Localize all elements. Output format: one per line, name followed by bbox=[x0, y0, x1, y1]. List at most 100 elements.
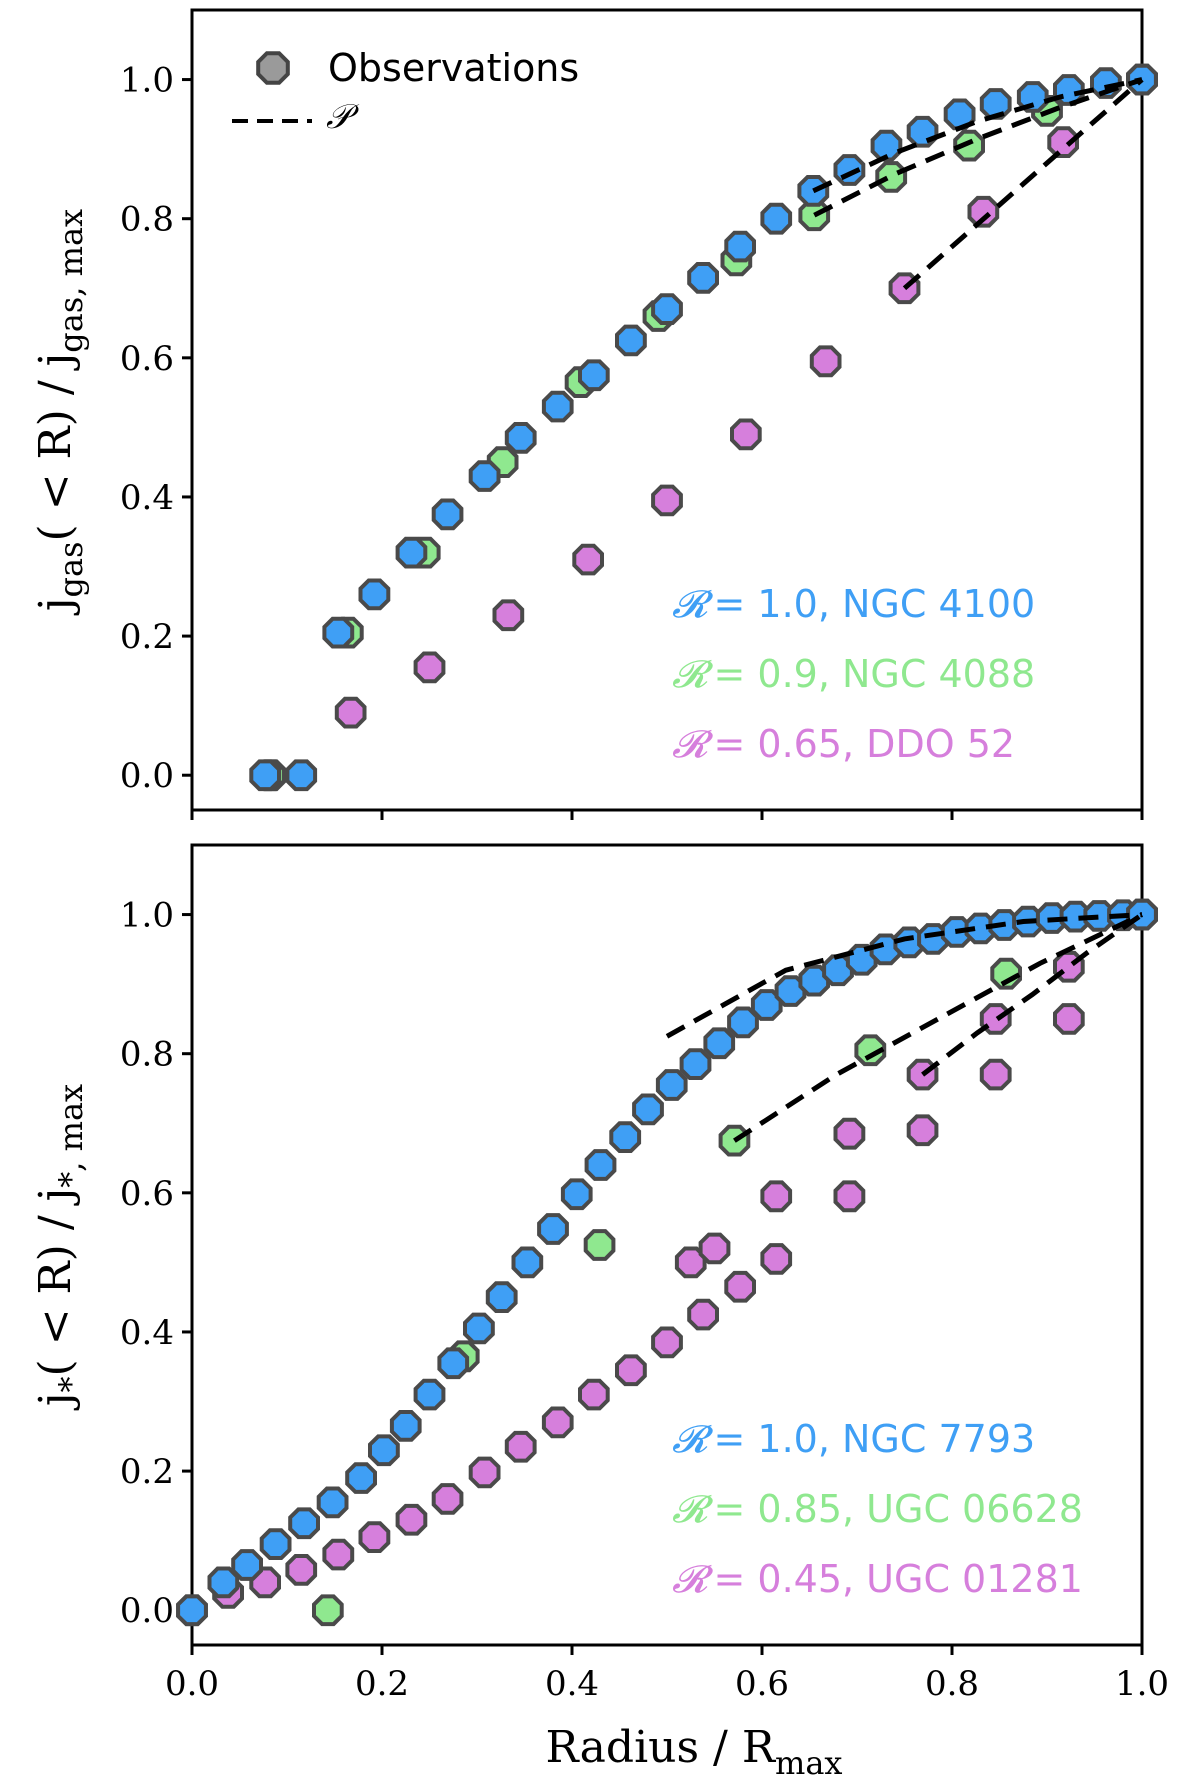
bottom-x-tick-label: 1.0 bbox=[1115, 1664, 1169, 1704]
top-point-ngc-4100 bbox=[322, 616, 355, 649]
bottom-fit-ugc-06628 bbox=[733, 912, 1144, 1143]
top-axis-ticks: 0.0 0.2 0.4 0.6 0.8 1.0 bbox=[120, 61, 1144, 820]
top-point-ddo-52 bbox=[730, 418, 762, 451]
bottom-point-ngc-7793 bbox=[231, 1549, 263, 1581]
top-point-ddo-52 bbox=[334, 696, 367, 729]
bottom-point-ugc-01281 bbox=[358, 1521, 391, 1553]
top-y-tick-label: 1.0 bbox=[120, 61, 174, 101]
bottom-point-ugc-06628 bbox=[583, 1229, 616, 1261]
top-point-ngc-4100 bbox=[651, 293, 683, 325]
top-point-ddo-52 bbox=[572, 543, 604, 576]
bottom-fit-lines bbox=[665, 912, 1144, 1143]
top-y-tick-label: 0.4 bbox=[120, 478, 174, 518]
bottom-annotations: 𝓡 = 1.0, NGC 7793 𝓡 = 0.85, UGC 06628 𝓡 = 0… bbox=[672, 1417, 1083, 1601]
top-point-ngc-4100 bbox=[615, 324, 647, 357]
bottom-point-ugc-01281 bbox=[615, 1354, 647, 1387]
bottom-point-ugc-01281 bbox=[504, 1430, 537, 1463]
bottom-point-ngc-7793 bbox=[511, 1246, 544, 1279]
top-y-tick-label: 0.8 bbox=[120, 200, 174, 240]
bottom-annotation-1: 𝓡 = 1.0, NGC 7793 bbox=[672, 1417, 1035, 1461]
bottom-fit-ugc-01281 bbox=[921, 912, 1144, 1077]
bottom-point-ugc-01281 bbox=[833, 1117, 866, 1150]
bottom-axis-ticks: 0.0 0.2 0.4 0.6 0.8 1.0 0.0 0.2 0.4 0.6 0.8 1.0 bbox=[120, 896, 1169, 1704]
top-point-ngc-4100 bbox=[249, 759, 281, 792]
bottom-point-ugc-01281 bbox=[431, 1483, 464, 1515]
bottom-point-ugc-01281 bbox=[578, 1378, 610, 1411]
bottom-point-ugc-01281 bbox=[698, 1232, 731, 1265]
bottom-y-tick-label: 0.0 bbox=[120, 1591, 174, 1631]
bottom-x-tick-label: 0.8 bbox=[925, 1664, 979, 1704]
top-y-tick-label: 0.2 bbox=[120, 617, 174, 657]
top-panel: 0.0 0.2 0.4 0.6 0.8 1.0 Observations 𝒫 𝓡 = 1.0… bbox=[30, 8, 1158, 820]
bottom-point-ugc-01281 bbox=[724, 1270, 756, 1303]
top-fit-ngc-4100 bbox=[812, 77, 1143, 194]
top-point-ngc-4100 bbox=[687, 262, 719, 294]
top-point-ngc-4100 bbox=[1126, 63, 1158, 96]
legend-p-label: 𝒫 bbox=[326, 97, 360, 137]
bottom-point-ngc-7793 bbox=[537, 1213, 569, 1245]
bottom-point-ugc-01281 bbox=[979, 1058, 1012, 1091]
top-point-ngc-4100 bbox=[431, 498, 464, 531]
top-point-ddo-52 bbox=[413, 651, 446, 684]
bottom-point-ngc-7793 bbox=[389, 1410, 422, 1442]
bottom-point-ugc-01281 bbox=[760, 1243, 793, 1275]
top-point-ngc-4100 bbox=[504, 422, 537, 454]
bottom-point-ugc-01281 bbox=[1053, 1003, 1085, 1035]
bottom-y-tick-label: 0.6 bbox=[120, 1174, 174, 1214]
bottom-point-ngc-7793 bbox=[609, 1121, 642, 1153]
top-point-ddo-52 bbox=[651, 484, 683, 517]
bottom-x-tick-label: 0.6 bbox=[735, 1664, 789, 1704]
legend-observations-marker bbox=[256, 51, 290, 85]
top-point-ngc-4100 bbox=[906, 115, 939, 148]
bottom-point-ngc-7793 bbox=[632, 1093, 664, 1126]
bottom-point-ugc-01281 bbox=[468, 1456, 501, 1489]
top-point-ddo-52 bbox=[967, 195, 1000, 228]
top-point-ddo-52 bbox=[492, 599, 525, 632]
bottom-point-ngc-7793 bbox=[584, 1149, 617, 1181]
bottom-point-ngc-7793 bbox=[560, 1178, 593, 1211]
bottom-x-tick-label: 0.2 bbox=[355, 1664, 409, 1704]
top-point-ngc-4100 bbox=[870, 129, 903, 162]
bottom-x-tick-label: 0.4 bbox=[545, 1664, 599, 1704]
top-point-ngc-4100 bbox=[578, 359, 610, 392]
top-point-ngc-4100 bbox=[468, 460, 501, 492]
legend-observations-label: Observations bbox=[328, 46, 579, 90]
top-fit-lines bbox=[812, 77, 1144, 291]
bottom-point-ngc-7793 bbox=[176, 1594, 208, 1627]
top-point-ngc-4088 bbox=[953, 129, 985, 162]
bottom-x-tick-label: 0.0 bbox=[165, 1664, 219, 1704]
bottom-point-ngc-7793 bbox=[288, 1507, 320, 1540]
bottom-annotation-2: 𝓡 = 0.85, UGC 06628 bbox=[672, 1487, 1083, 1531]
bottom-annotation-3: 𝓡 = 0.45, UGC 01281 bbox=[672, 1557, 1083, 1601]
legend: Observations 𝒫 bbox=[232, 46, 579, 137]
top-annotation-2: 𝓡 = 0.9, NGC 4088 bbox=[672, 652, 1035, 696]
bottom-point-ngc-7793 bbox=[703, 1027, 736, 1060]
bottom-point-ngc-7793 bbox=[316, 1486, 349, 1519]
bottom-point-ngc-7793 bbox=[485, 1281, 518, 1313]
bottom-point-ngc-7793 bbox=[679, 1048, 712, 1080]
bottom-point-ngc-7793 bbox=[463, 1312, 495, 1345]
bottom-point-ugc-01281 bbox=[651, 1326, 683, 1359]
bottom-point-ugc-01281 bbox=[833, 1180, 866, 1213]
x-axis-label: Radius / Rmax bbox=[546, 1722, 843, 1782]
top-point-ngc-4088 bbox=[875, 161, 908, 193]
bottom-point-ugc-01281 bbox=[687, 1298, 719, 1331]
top-annotation-1: 𝓡 = 1.0, NGC 4100 bbox=[672, 582, 1035, 626]
bottom-point-ugc-01281 bbox=[285, 1554, 318, 1586]
top-point-ddo-52 bbox=[1047, 126, 1079, 158]
bottom-point-ngc-7793 bbox=[655, 1069, 688, 1101]
top-point-ngc-4100 bbox=[395, 536, 428, 569]
bottom-point-ngc-7793 bbox=[368, 1434, 400, 1467]
top-point-ddo-52 bbox=[809, 345, 842, 378]
top-y-tick-label: 0.6 bbox=[120, 339, 174, 379]
bottom-point-ngc-7793 bbox=[437, 1347, 470, 1380]
top-annotations: 𝓡 = 1.0, NGC 4100 𝓡 = 0.9, NGC 4088 𝓡 = 0.6… bbox=[672, 582, 1035, 766]
bottom-y-tick-label: 1.0 bbox=[120, 896, 174, 936]
top-annotation-3: 𝓡 = 0.65, DDO 52 bbox=[672, 722, 1015, 766]
bottom-data-points bbox=[176, 898, 1158, 1627]
top-point-ngc-4100 bbox=[724, 230, 756, 263]
top-y-tick-label: 0.0 bbox=[120, 756, 174, 796]
bottom-y-axis-label: j*( < R) / j*, max bbox=[30, 1084, 90, 1411]
top-point-ngc-4100 bbox=[1016, 81, 1049, 113]
